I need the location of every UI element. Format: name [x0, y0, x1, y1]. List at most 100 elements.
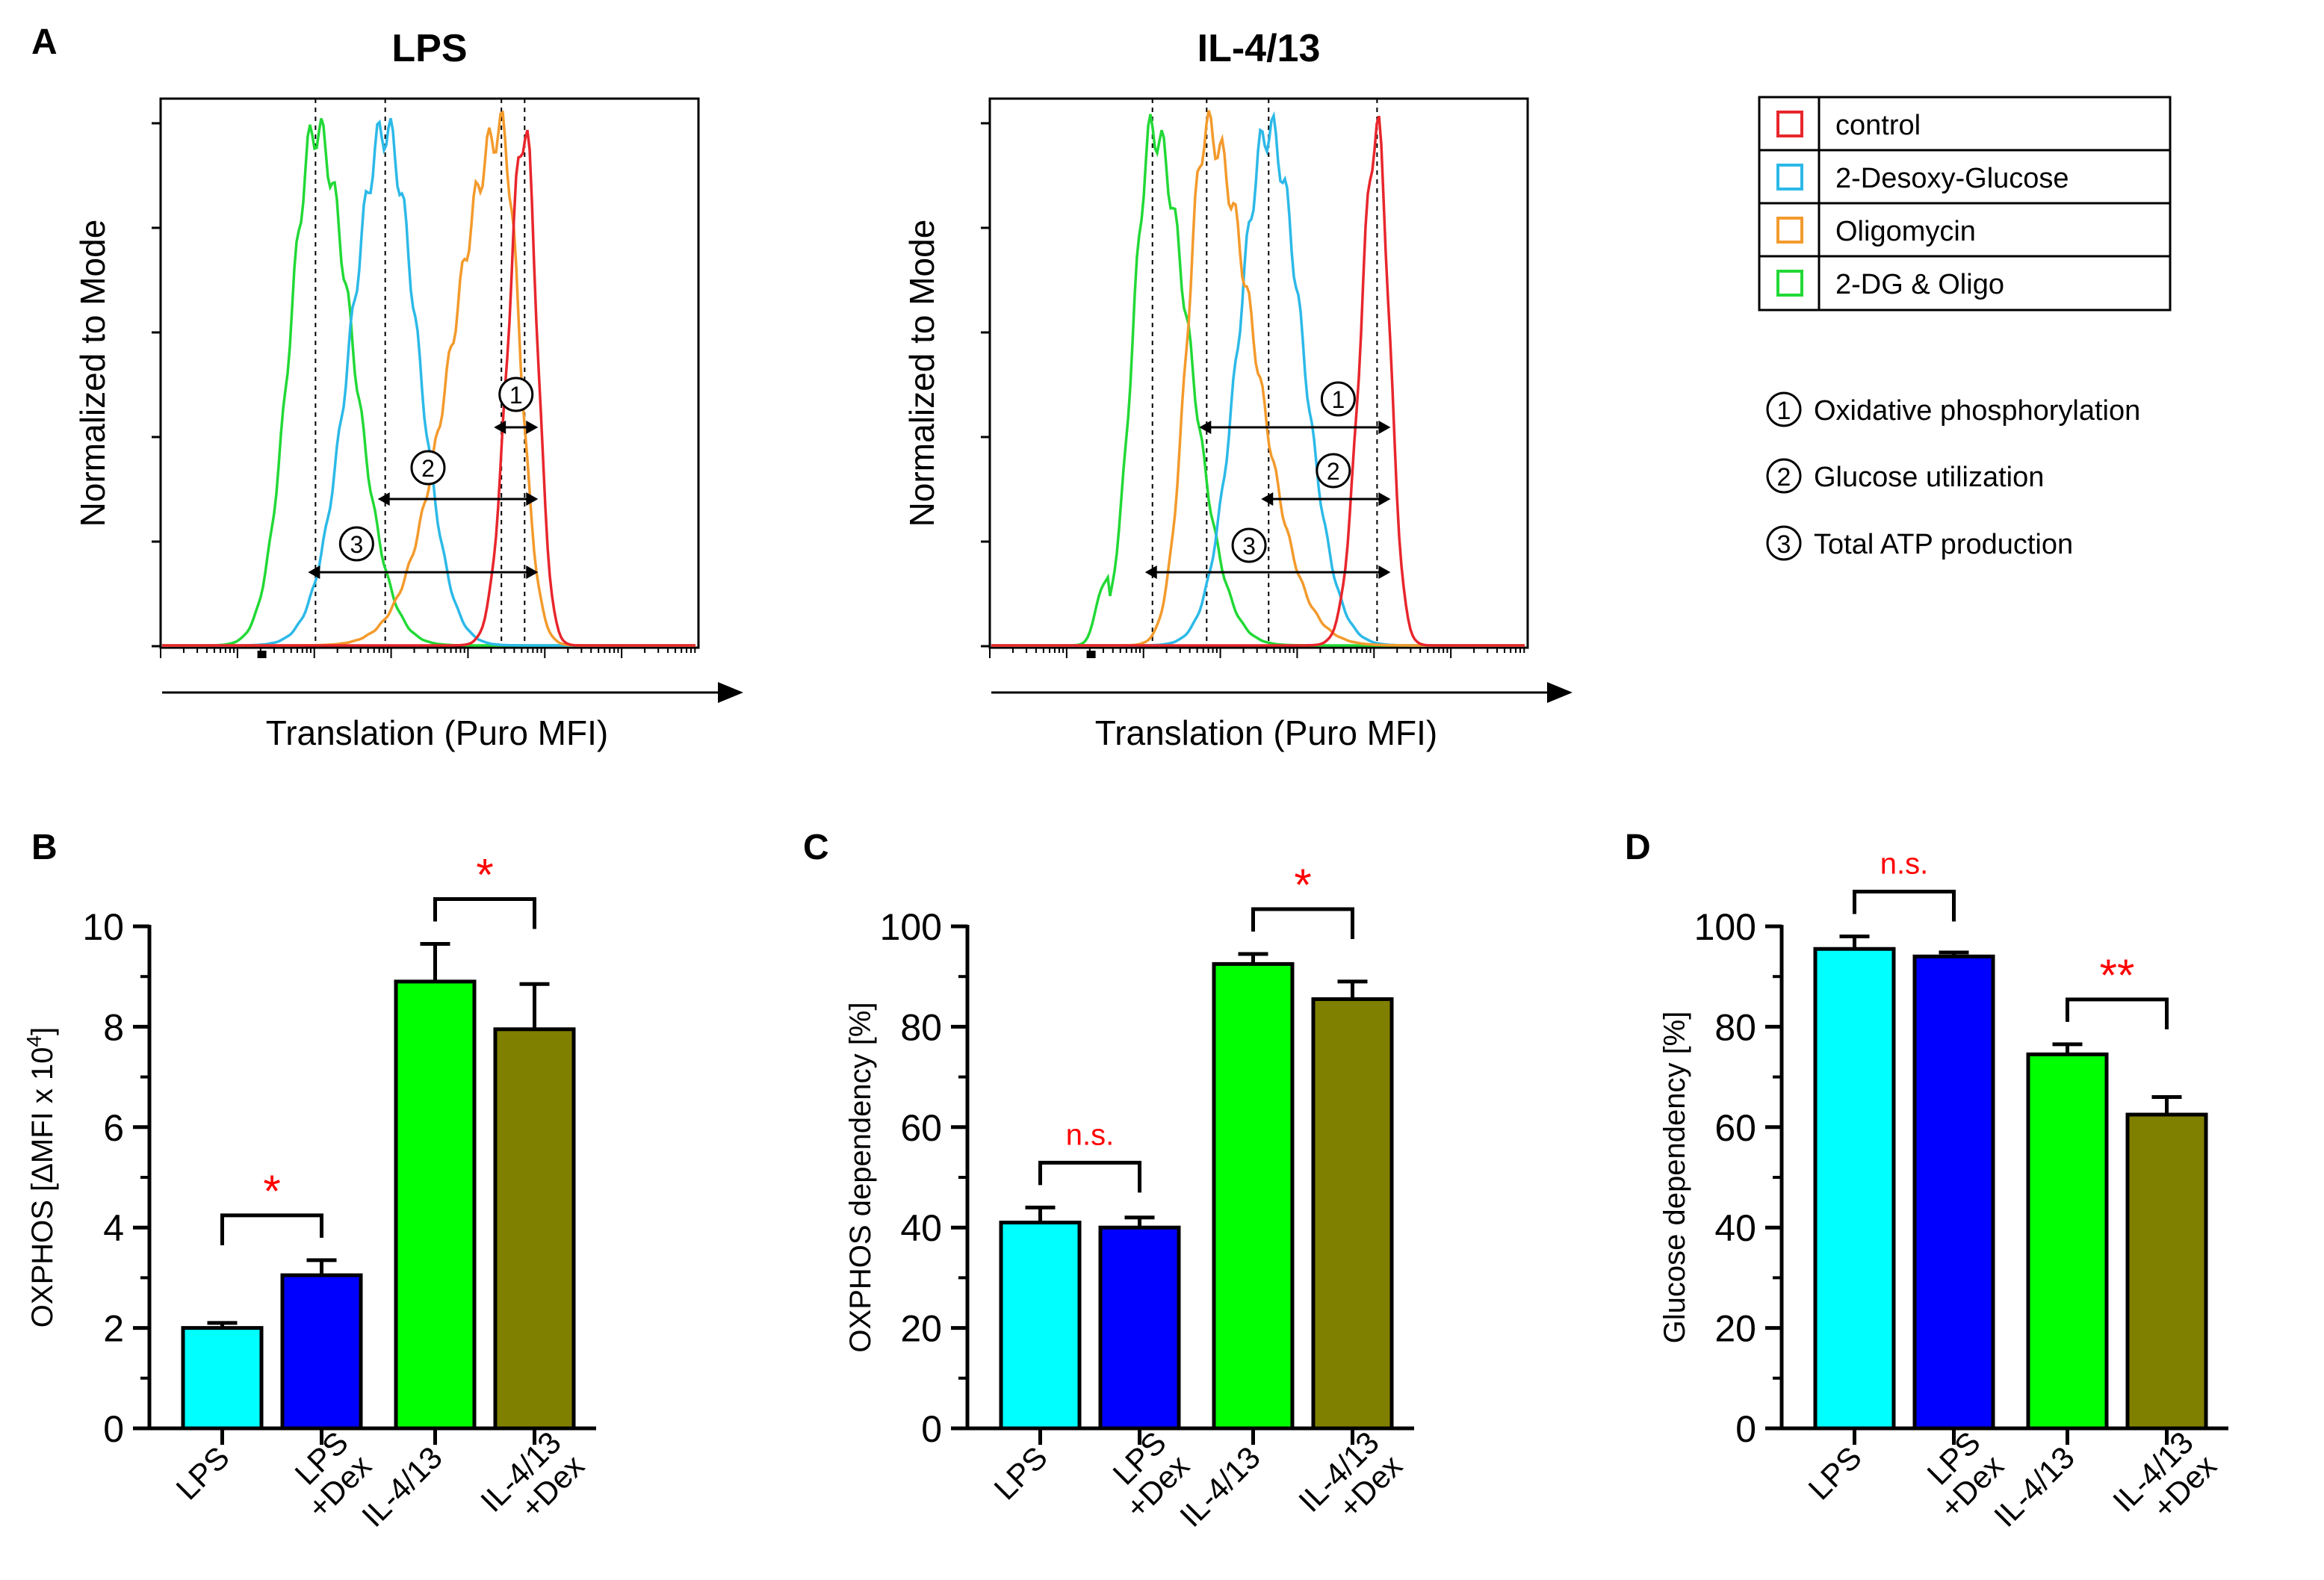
x-tick-label-line: IL-4/13 — [1173, 1440, 1267, 1534]
legend-label-desoxy-glucose: 2-Desoxy-Glucose — [1835, 163, 2069, 194]
significance-label: n.s. — [1880, 847, 1928, 880]
bar — [999, 1220, 1082, 1431]
significance-bracket — [433, 897, 536, 929]
y-axis-label: Glucose dependency [%] — [1658, 1011, 1691, 1344]
x-tick-label-line: IL-4/13 — [355, 1440, 449, 1534]
histogram-curve — [991, 111, 1525, 647]
significance-bracket — [1251, 907, 1354, 939]
histogram-curve — [991, 115, 1525, 647]
x-tick-label-line: LPS — [169, 1440, 235, 1506]
measure-number-circle — [410, 450, 446, 486]
measure-number: 3 — [1242, 533, 1256, 560]
y-tick-label: 4 — [103, 1207, 124, 1249]
y-tick-label: 20 — [1714, 1308, 1756, 1350]
measure-arrowhead-right — [1378, 566, 1391, 579]
bar — [1912, 954, 1995, 1431]
measure-arrowhead-left — [1199, 421, 1212, 434]
measure-number-circle — [498, 377, 534, 412]
y-axis-label-part: OXPHOS [ — [26, 1183, 59, 1327]
legend-swatch-oligomycin — [1776, 217, 1803, 244]
x-axis-marker — [257, 651, 267, 658]
histogram-curve — [991, 110, 1525, 647]
y-tick-label: 100 — [880, 906, 942, 948]
histogram-title: LPS — [391, 27, 467, 70]
x-tick-label-line: LPS — [987, 1440, 1053, 1506]
arrow-key-num-1: 1 — [1777, 397, 1791, 425]
panel-label-c: C — [803, 828, 829, 867]
measure-arrowhead-left — [1144, 566, 1157, 579]
histogram-curve — [162, 110, 695, 647]
legend: control 2-Desoxy-Glucose Oligomycin 2-DG… — [1758, 96, 2172, 312]
measure-number-circle — [338, 526, 374, 562]
y-tick-label: 60 — [900, 1107, 942, 1149]
y-tick-label: 40 — [900, 1207, 942, 1249]
y-tick-label: 10 — [82, 906, 124, 948]
x-axis-arrowhead — [1547, 682, 1572, 703]
measure-arrowhead-right — [526, 566, 539, 579]
bar — [181, 1326, 264, 1431]
significance-bracket — [1853, 889, 1956, 922]
y-tick-label: 6 — [103, 1107, 124, 1149]
y-tick-label: 2 — [103, 1308, 124, 1350]
bar — [2125, 1112, 2208, 1431]
x-tick-label: IL-4/13+Dex — [1292, 1425, 1409, 1542]
y-tick-label: 0 — [1735, 1408, 1756, 1450]
plot-frame — [159, 97, 700, 649]
panel-label-a: A — [31, 22, 58, 62]
x-tick-label: IL-4/13+Dex — [2106, 1425, 2223, 1542]
significance-bracket — [1038, 1160, 1141, 1193]
legend-label-control: control — [1835, 110, 1921, 141]
y-tick-label: 80 — [900, 1006, 942, 1048]
x-tick-label-line: IL-4/13 — [1987, 1440, 2081, 1534]
bar — [394, 979, 477, 1431]
x-axis-label: Translation (Puro MFI) — [266, 713, 608, 752]
y-axis-label: Normalized to Mode — [73, 220, 112, 527]
legend-swatch-control — [1776, 111, 1803, 137]
histogram-curve — [162, 117, 695, 647]
bar — [493, 1027, 576, 1431]
panel-label-b: B — [31, 828, 58, 867]
arrow-key: 1 Oxidative phosphorylation 2 Glucose ut… — [1766, 391, 2140, 561]
significance-label: * — [263, 1166, 280, 1216]
y-axis-label-part: 4 — [22, 1035, 46, 1047]
measure-number: 3 — [350, 531, 363, 558]
plot-frame — [988, 97, 1529, 649]
measure-arrowhead-right — [526, 492, 539, 506]
y-axis-label: OXPHOS [ΔMFI x 104] — [22, 1027, 60, 1327]
x-tick-label: IL-4/13 — [1987, 1440, 2081, 1534]
significance-label: n.s. — [1066, 1118, 1114, 1151]
histogram-il413: IL-4/13 Normalized to Mode Translation (Pu… — [902, 27, 1572, 752]
y-axis-label: Normalized to Mode — [902, 220, 941, 527]
bar — [1098, 1225, 1181, 1431]
x-tick-label: LPS — [987, 1440, 1053, 1506]
measure-number: 1 — [509, 382, 523, 409]
arrow-key-num-3: 3 — [1777, 530, 1791, 559]
significance-label: ** — [2100, 950, 2135, 1000]
legend-label-dg-oligo: 2-DG & Oligo — [1835, 269, 2004, 300]
significance-bracket — [2066, 997, 2169, 1029]
x-axis-marker — [1086, 651, 1096, 658]
x-tick-label: IL-4/13 — [1173, 1440, 1267, 1534]
y-tick-label: 8 — [103, 1006, 124, 1048]
legend-swatch-dg-oligo — [1776, 270, 1803, 297]
significance-label: * — [1294, 860, 1311, 910]
bar — [2026, 1052, 2109, 1431]
y-tick-label: 80 — [1714, 1006, 1756, 1048]
legend-label-oligomycin: Oligomycin — [1835, 216, 1976, 247]
arrow-key-label-1: Oxidative phosphorylation — [1814, 395, 2140, 427]
x-tick-label: LPS — [1801, 1440, 1868, 1506]
measure-arrowhead-right — [1378, 492, 1391, 506]
y-tick-label: 20 — [900, 1308, 942, 1350]
x-tick-label-line: LPS — [1801, 1440, 1868, 1506]
histogram-lps: LPS Normalized to Mode Translation (Puro M… — [73, 27, 743, 752]
bar — [1813, 947, 1896, 1431]
x-tick-label: IL-4/13+Dex — [474, 1425, 591, 1542]
bar — [1212, 961, 1295, 1431]
measure-number-circle — [1231, 527, 1267, 563]
measure-number: 1 — [1332, 386, 1345, 413]
arrow-key-label-3: Total ATP production — [1814, 529, 2073, 560]
y-tick-label: 0 — [103, 1408, 124, 1450]
measure-arrowhead-left — [494, 421, 506, 434]
